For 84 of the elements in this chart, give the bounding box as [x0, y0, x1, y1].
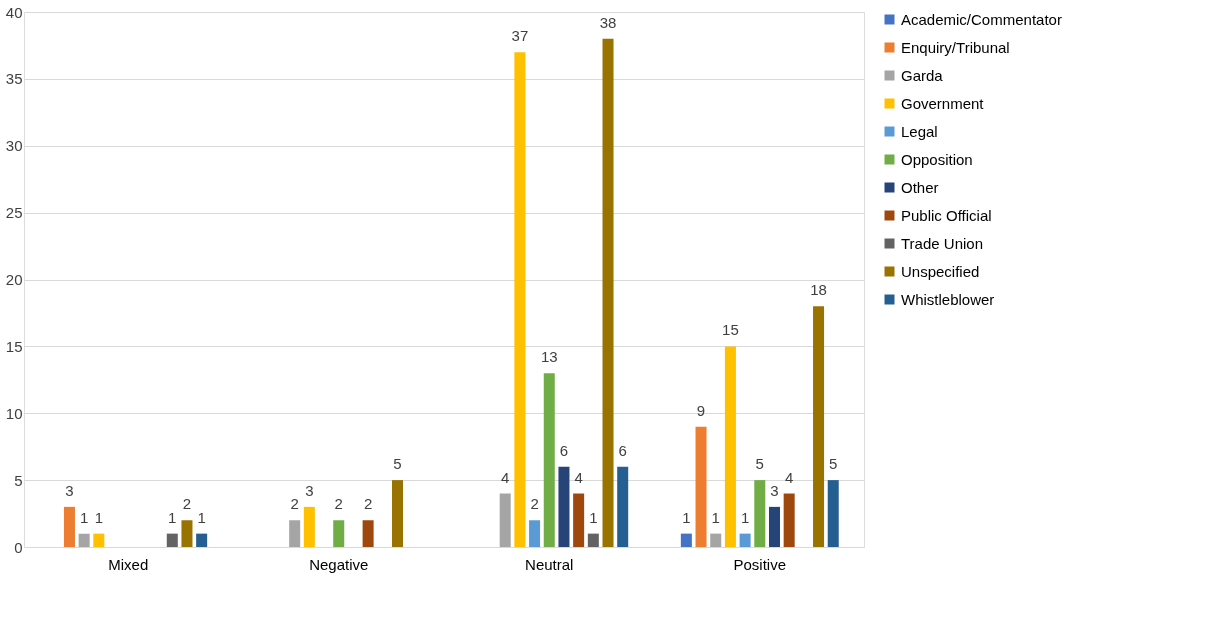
bar	[63, 506, 75, 547]
data-label: 13	[540, 348, 558, 366]
legend-label: Academic/Commentator	[901, 10, 1062, 28]
y-tick-label: 30	[5, 137, 23, 155]
bar	[391, 480, 403, 547]
data-label: 6	[618, 441, 627, 459]
bar	[813, 306, 825, 547]
data-label: 38	[599, 13, 617, 31]
y-tick-label: 20	[5, 271, 23, 288]
legend-label: Legal	[901, 122, 938, 140]
y-tick-label: 15	[5, 337, 23, 355]
bar	[768, 506, 780, 547]
data-label: 2	[290, 495, 299, 513]
data-label: 9	[696, 401, 706, 419]
data-label: 2	[334, 495, 343, 513]
data-label: 1	[94, 508, 104, 526]
data-label: 1	[711, 508, 720, 526]
y-tick-label: 40	[5, 3, 23, 21]
bar	[739, 533, 751, 547]
data-label: 2	[530, 495, 539, 513]
data-label: 37	[511, 27, 529, 45]
x-tick-label: Mixed	[108, 555, 149, 573]
bar	[587, 533, 599, 547]
data-label: 3	[770, 481, 779, 499]
x-tick-label: Neutral	[525, 555, 574, 573]
legend-label: Garda	[901, 66, 944, 84]
data-label: 18	[810, 281, 827, 299]
data-label: 2	[182, 495, 192, 513]
bar	[333, 520, 345, 547]
data-label: 5	[393, 455, 402, 473]
data-label: 4	[784, 468, 794, 486]
x-tick-label: Negative	[309, 555, 369, 573]
data-label: 1	[168, 508, 177, 526]
data-label: 1	[589, 508, 598, 526]
bar	[783, 493, 795, 547]
bar	[166, 533, 178, 547]
bar	[617, 466, 629, 547]
data-label: 4	[501, 468, 510, 486]
data-label: 1	[197, 508, 206, 526]
bar	[514, 52, 526, 547]
y-tick-label: 35	[5, 70, 23, 88]
bar	[93, 533, 105, 547]
data-label: 1	[740, 508, 750, 526]
legend-label: Other	[901, 178, 939, 196]
y-tick-label: 10	[5, 404, 23, 422]
data-label: 1	[682, 508, 691, 526]
legend-label: Government	[901, 94, 985, 112]
legend-label: Enquiry/Tribunal	[901, 38, 1010, 56]
data-label: 2	[363, 495, 373, 513]
bar	[754, 480, 766, 547]
bar	[602, 38, 614, 547]
y-tick-label: 5	[14, 471, 23, 489]
data-label: 5	[755, 455, 764, 473]
legend-label: Trade Union	[901, 234, 983, 252]
legend-label: Unspecified	[901, 262, 980, 280]
data-label: 3	[65, 481, 74, 499]
data-label: 5	[829, 455, 838, 473]
y-tick-label: 25	[5, 204, 23, 222]
x-tick-label: Positive	[733, 555, 787, 573]
bar	[680, 533, 692, 547]
bar	[543, 373, 555, 547]
bar	[499, 493, 511, 547]
data-label: 4	[574, 468, 583, 486]
data-label: 1	[79, 508, 89, 526]
bar	[78, 533, 90, 547]
bar	[827, 480, 839, 547]
bar	[181, 520, 193, 547]
data-label: 3	[305, 481, 314, 499]
bar	[529, 520, 541, 547]
bar	[710, 533, 722, 547]
bar	[362, 520, 374, 547]
bar	[303, 506, 315, 547]
data-label: 6	[559, 441, 569, 459]
bar	[573, 493, 585, 547]
bar	[724, 346, 736, 547]
legend-label: Public Official	[901, 206, 992, 224]
legend-label: Opposition	[901, 150, 973, 168]
data-label: 15	[722, 321, 739, 339]
y-tick-label: 0	[14, 538, 23, 556]
bar	[289, 520, 301, 547]
bar	[558, 466, 570, 547]
bar	[695, 426, 707, 547]
bar	[196, 533, 208, 547]
legend-label: Whistleblower	[901, 290, 995, 308]
